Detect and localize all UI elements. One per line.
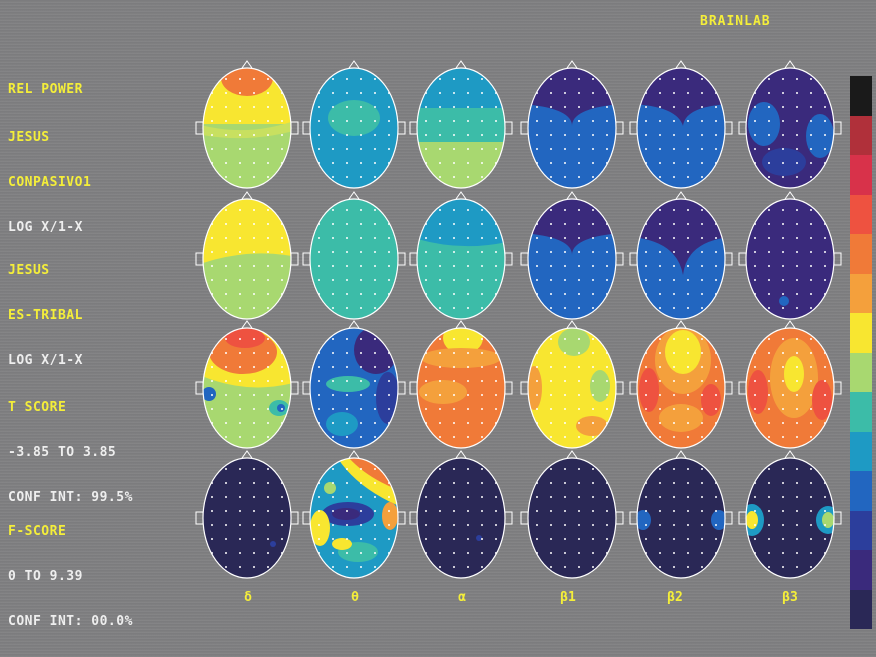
color-scale-swatch bbox=[850, 471, 872, 511]
row-label-2: JESUS ES-TRIBAL LOG X/1-X bbox=[8, 233, 83, 383]
head-map bbox=[629, 191, 733, 320]
head-map bbox=[195, 191, 299, 320]
color-scale-swatch bbox=[850, 115, 872, 155]
head-map bbox=[520, 320, 624, 449]
row-label-line: T SCORE bbox=[8, 400, 67, 415]
brand-label: BRAINLAB bbox=[700, 14, 771, 29]
color-scale-swatch bbox=[850, 589, 872, 629]
color-scale-swatch bbox=[850, 273, 872, 313]
row-label-line: 0 TO 9.39 bbox=[8, 569, 83, 584]
head-map bbox=[738, 450, 842, 579]
title-text: REL POWER bbox=[8, 82, 83, 97]
band-label-alpha: α bbox=[458, 590, 466, 605]
head-map bbox=[629, 450, 733, 579]
head-map bbox=[302, 320, 406, 449]
head-map bbox=[409, 60, 513, 189]
row-label-line: LOG X/1-X bbox=[8, 220, 83, 235]
head-map bbox=[409, 450, 513, 579]
row-label-line: ES-TRIBAL bbox=[8, 308, 83, 323]
color-scale-swatch bbox=[850, 194, 872, 234]
head-map bbox=[302, 60, 406, 189]
band-label-beta2: β2 bbox=[667, 590, 683, 605]
head-map bbox=[738, 320, 842, 449]
head-map bbox=[409, 191, 513, 320]
color-scale-swatch bbox=[850, 510, 872, 550]
head-map bbox=[409, 320, 513, 449]
band-label-delta: δ bbox=[244, 590, 252, 605]
row-label-line: F-SCORE bbox=[8, 524, 67, 539]
color-scale-swatch bbox=[850, 234, 872, 274]
band-label-beta1: β1 bbox=[560, 590, 576, 605]
row-label-line: CONF INT: 99.5% bbox=[8, 490, 133, 505]
head-map bbox=[195, 450, 299, 579]
head-map bbox=[520, 191, 624, 320]
row-label-1: JESUS CONPASIVO1 LOG X/1-X bbox=[8, 100, 91, 250]
band-label-beta3: β3 bbox=[782, 590, 798, 605]
head-map bbox=[629, 320, 733, 449]
row-label-line: JESUS bbox=[8, 263, 50, 278]
row-label-4: F-SCORE 0 TO 9.39 CONF INT: 00.0% bbox=[8, 494, 133, 644]
head-map bbox=[302, 191, 406, 320]
color-scale-swatch bbox=[850, 392, 872, 432]
color-scale-swatch bbox=[850, 550, 872, 590]
color-scale-swatch bbox=[850, 431, 872, 471]
head-map bbox=[195, 60, 299, 189]
row-label-3: T SCORE -3.85 TO 3.85 CONF INT: 99.5% bbox=[8, 370, 133, 520]
head-map bbox=[629, 60, 733, 189]
color-scale-bar bbox=[850, 76, 872, 629]
row-label-line: CONPASIVO1 bbox=[8, 175, 92, 190]
row-label-line: -3.85 TO 3.85 bbox=[8, 445, 117, 460]
head-map bbox=[738, 60, 842, 189]
band-label-theta: θ bbox=[351, 590, 359, 605]
head-map bbox=[520, 60, 624, 189]
measure-title: REL POWER bbox=[8, 52, 83, 112]
head-map bbox=[738, 191, 842, 320]
color-scale-swatch bbox=[850, 352, 872, 392]
row-label-line: LOG X/1-X bbox=[8, 353, 83, 368]
color-scale-swatch bbox=[850, 155, 872, 195]
row-label-line: CONF INT: 00.0% bbox=[8, 614, 133, 629]
color-scale-swatch bbox=[850, 313, 872, 353]
color-scale-swatch bbox=[850, 76, 872, 116]
head-map bbox=[195, 320, 299, 449]
row-label-line: JESUS bbox=[8, 130, 50, 145]
head-map bbox=[302, 450, 406, 579]
head-map bbox=[520, 450, 624, 579]
